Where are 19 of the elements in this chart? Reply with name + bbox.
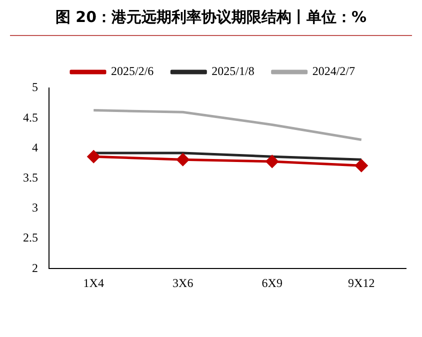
point xyxy=(87,150,100,163)
x-tick-label: 6X9 xyxy=(262,276,282,290)
y-tick-label: 4 xyxy=(32,140,38,154)
y-tick-label: 5 xyxy=(32,80,38,94)
legend-label: 2024/2/7 xyxy=(312,64,356,78)
legend-label: 2025/2/6 xyxy=(111,64,154,78)
y-tick-label: 3 xyxy=(32,200,38,215)
x-tick-label: 1X4 xyxy=(83,276,104,290)
point xyxy=(355,159,368,172)
chart-title: 图 20：港元远期利率协议期限结构丨单位：% xyxy=(10,8,412,36)
x-tick-label: 3X6 xyxy=(172,276,194,290)
y-tick-label: 3.5 xyxy=(23,170,38,184)
point xyxy=(176,153,190,166)
point xyxy=(266,155,278,168)
legend-label: 2025/1/8 xyxy=(212,64,254,78)
x-tick-label: 9X12 xyxy=(348,276,375,290)
y-tick-label: 4.5 xyxy=(23,110,38,124)
y-tick-label: 2 xyxy=(32,260,38,275)
y-tick-label: 2.5 xyxy=(23,230,38,245)
